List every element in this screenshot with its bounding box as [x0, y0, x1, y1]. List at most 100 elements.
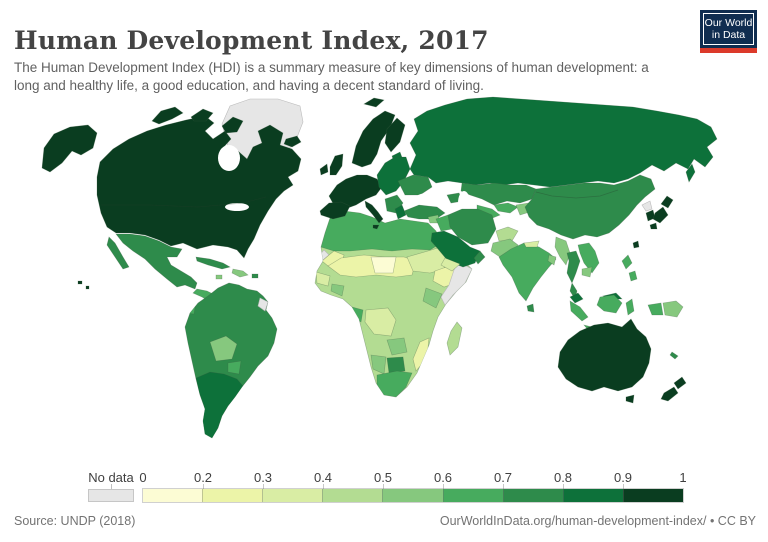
- legend-bin-0-0.2[interactable]: [143, 489, 203, 502]
- arctic-island-2[interactable]: [190, 108, 214, 122]
- country-new-zealand[interactable]: [660, 376, 687, 402]
- owid-article-link[interactable]: OurWorldInData.org/human-development-ind…: [439, 514, 707, 528]
- country-philippines[interactable]: [621, 254, 638, 282]
- country-south-africa[interactable]: [376, 370, 413, 397]
- legend-ticks: 0 0.2 0.3 0.4 0.5 0.6 0.7 0.8 0.9 1: [139, 470, 687, 490]
- region-north-africa[interactable]: [320, 211, 442, 252]
- country-hawaii[interactable]: [77, 280, 90, 290]
- legend-tick-mark-0.2: [203, 484, 204, 489]
- legend-bin-0.6-0.7[interactable]: [442, 489, 503, 502]
- region-scandinavia[interactable]: [351, 110, 396, 168]
- country-ghana[interactable]: [330, 283, 345, 297]
- country-niger[interactable]: [370, 256, 397, 274]
- region-eastern-europe[interactable]: [376, 156, 411, 196]
- legend-bin-0.5-0.6[interactable]: [382, 489, 443, 502]
- country-cuba[interactable]: [195, 256, 231, 270]
- country-kazakhstan[interactable]: [460, 182, 537, 206]
- legend-tick-mark-0.9: [623, 484, 624, 489]
- country-japan[interactable]: [649, 195, 674, 230]
- country-myanmar[interactable]: [554, 236, 571, 266]
- legend-tick-mark-0.3: [263, 484, 264, 489]
- country-sri-lanka[interactable]: [526, 303, 535, 313]
- country-puerto-rico[interactable]: [251, 273, 259, 279]
- footer-source: Source: UNDP (2018): [14, 514, 136, 528]
- legend-tick-mark-0.6: [443, 484, 444, 489]
- sea-hudson-bay: [218, 145, 240, 171]
- country-russia[interactable]: [409, 96, 718, 188]
- legend-tick-mark-0.4: [323, 484, 324, 489]
- country-madagascar[interactable]: [446, 321, 463, 356]
- region-china-mongolia[interactable]: [524, 174, 656, 240]
- legend-bin-0.3-0.4[interactable]: [262, 489, 323, 502]
- legend-no-data-tick: [111, 484, 112, 489]
- country-cambodia[interactable]: [581, 266, 593, 278]
- country-greece[interactable]: [394, 204, 407, 220]
- owid-logo-line2: in Data: [711, 29, 746, 41]
- legend-tick-0.5: 0.5: [373, 470, 393, 485]
- country-mexico[interactable]: [115, 233, 198, 290]
- country-svalbard[interactable]: [363, 97, 385, 108]
- country-tasmania[interactable]: [625, 394, 635, 404]
- arctic-island-baffin[interactable]: [221, 116, 244, 134]
- country-saudi-arabia[interactable]: [430, 230, 481, 268]
- owid-logo-frame: Our World in Data: [703, 13, 754, 45]
- region-iberia[interactable]: [319, 201, 351, 220]
- legend-no-data-label: No data: [88, 470, 134, 485]
- legend-bin-0.4-0.5[interactable]: [322, 489, 383, 502]
- country-hispaniola[interactable]: [231, 268, 249, 278]
- legend-tick-0.8: 0.8: [553, 470, 573, 485]
- country-yemen[interactable]: [440, 257, 461, 272]
- country-oman[interactable]: [473, 250, 486, 265]
- country-afghanistan[interactable]: [495, 226, 519, 242]
- owid-logo[interactable]: Our World in Data: [700, 10, 757, 53]
- legend-tick-0.3: 0.3: [253, 470, 273, 485]
- legend-bin-0.8-0.9[interactable]: [562, 489, 623, 502]
- country-sakhalin[interactable]: [685, 163, 696, 183]
- country-paraguay[interactable]: [227, 360, 242, 375]
- country-zambia[interactable]: [386, 337, 408, 356]
- country-bolivia[interactable]: [209, 335, 238, 362]
- country-iran[interactable]: [447, 208, 497, 246]
- country-india[interactable]: [498, 242, 557, 302]
- legend-bin-0.2-0.3[interactable]: [202, 489, 263, 502]
- country-united-kingdom[interactable]: [329, 153, 344, 176]
- legend-tick-mark-0.8: [563, 484, 564, 489]
- country-new-caledonia[interactable]: [669, 351, 679, 360]
- country-australia[interactable]: [557, 318, 652, 392]
- country-dr-congo[interactable]: [364, 307, 397, 337]
- country-finland[interactable]: [384, 117, 406, 153]
- country-turkey[interactable]: [403, 204, 446, 220]
- region-argentina-chile[interactable]: [195, 371, 244, 440]
- country-french-guiana[interactable]: [257, 297, 269, 312]
- country-italy[interactable]: [364, 200, 384, 230]
- country-baja-california[interactable]: [106, 236, 130, 270]
- legend-tick-0.4: 0.4: [313, 470, 333, 485]
- legend-tick-mark-0.7: [503, 484, 504, 489]
- border-us-canada: [101, 196, 267, 208]
- legend-tick-1: 1: [679, 470, 687, 485]
- country-canada-usa[interactable]: [96, 115, 302, 259]
- country-gabon[interactable]: [349, 306, 364, 323]
- country-taiwan[interactable]: [632, 240, 640, 249]
- legend-bin-0.9-1[interactable]: [622, 489, 683, 502]
- country-iceland[interactable]: [283, 135, 302, 148]
- country-botswana[interactable]: [386, 356, 406, 374]
- country-uzbekistan[interactable]: [493, 202, 519, 214]
- country-thailand[interactable]: [566, 250, 581, 300]
- country-alaska[interactable]: [41, 124, 98, 173]
- country-bangladesh[interactable]: [547, 254, 557, 266]
- legend-bin-0.7-0.8[interactable]: [502, 489, 563, 502]
- arctic-island-1[interactable]: [151, 106, 184, 125]
- region-kenya-uganda[interactable]: [422, 287, 443, 309]
- region-senegal-guinea[interactable]: [315, 271, 331, 287]
- country-ukraine[interactable]: [397, 174, 433, 196]
- country-ireland[interactable]: [319, 163, 329, 176]
- country-nepal[interactable]: [523, 240, 540, 248]
- country-somalia[interactable]: [440, 260, 472, 306]
- owid-logo-red-bar: [700, 48, 757, 53]
- legend-no-data-swatch[interactable]: [88, 489, 134, 502]
- region-laos-vietnam[interactable]: [577, 242, 600, 274]
- country-north-korea[interactable]: [641, 200, 653, 212]
- country-jamaica[interactable]: [215, 274, 223, 280]
- country-papua-new-guinea[interactable]: [662, 300, 684, 318]
